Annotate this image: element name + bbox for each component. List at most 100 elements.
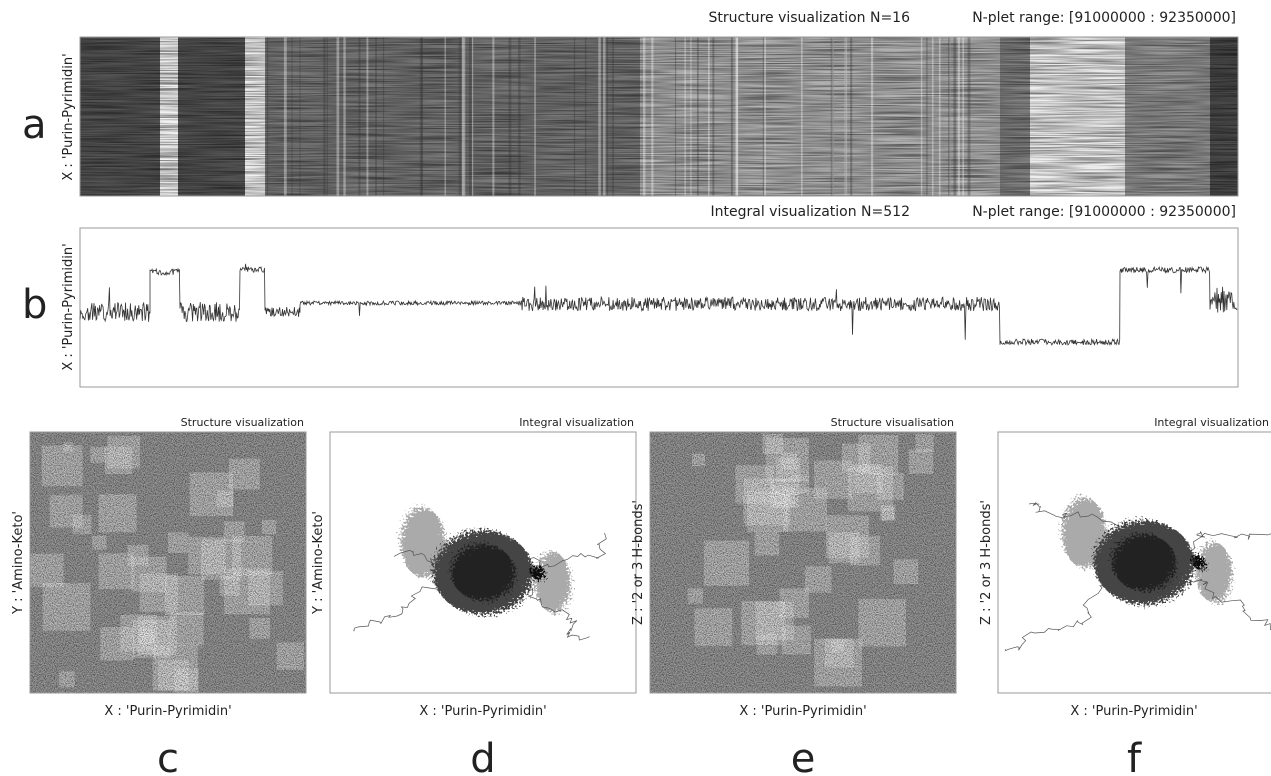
image-streak [870,37,874,196]
panel-frame [29,431,307,694]
image-streak [736,37,739,196]
image-streak [643,37,646,196]
structure-image [80,37,1238,196]
image-streak [492,37,495,196]
image-streak [707,37,710,196]
panel-letter: a [22,102,47,148]
image-streak [674,37,677,196]
panel-title: Structure visualization N=16 [709,10,911,26]
panel-frame [79,227,1239,388]
image-streak [730,37,733,196]
y-axis-label: X : 'Purin-Pyrimidin' [61,53,76,180]
cloud-halo [1196,542,1232,603]
panel-letter: c [157,736,179,776]
image-streak [358,37,361,196]
panel-letter: e [791,736,816,776]
image-streak [712,37,715,196]
image-streak [844,37,848,196]
image-streak [461,37,464,196]
y-axis-label: Z : '2 or 3 H-bonds' [979,500,994,625]
image-streak [606,37,608,196]
image-noise [80,37,1238,196]
image-streak [584,37,587,196]
image-streak [323,37,326,196]
cloud-halo [401,507,445,578]
image-streak [291,37,293,196]
image-streak [684,37,686,196]
bottom-panels: Structure visualization X : 'Purin-Pyrimi… [11,416,1271,776]
panel-title: Structure visualization [181,416,304,429]
image-streak [421,37,423,196]
cloud-halo [535,552,571,613]
image-streak [763,37,766,196]
image-streak [382,37,385,196]
image-streak [462,37,466,196]
image-streak [926,37,928,196]
image-streak [696,37,699,196]
image-streak [962,37,965,196]
image-streak [938,37,941,196]
image-streak [419,37,423,196]
image-streak [830,37,834,196]
image-streak [920,37,923,196]
panel-range: N-plet range: [91000000 : 92350000] [972,10,1236,26]
image-streak [603,37,606,196]
cloud-core [451,544,515,601]
image-streak [850,37,853,196]
panel-letter: b [22,282,47,328]
signal-trace [79,263,1238,347]
y-axis-label: X : 'Purin-Pyrimidin' [61,243,76,370]
image-streak [343,37,346,196]
panel-frame [649,431,957,694]
panel-frame [329,431,637,694]
image-streak [800,37,803,196]
image-streak [471,37,474,196]
panel-title: Integral visualization [1154,416,1269,429]
image-streak [831,37,834,196]
panel-letter: f [1127,736,1142,776]
panel-letter: d [470,736,495,776]
image-noise [650,432,956,693]
image-streak [518,37,521,196]
image-streak [690,37,692,196]
image-streak [534,37,536,196]
panel-frame [997,431,1271,694]
panel-title: Structure visualisation [831,416,954,429]
panel-range: N-plet range: [91000000 : 92350000] [972,204,1236,220]
x-axis-label: X : 'Purin-Pyrimidin' [739,704,866,719]
image-streak [469,37,472,196]
image-streak [326,37,328,196]
image-streak [458,37,462,196]
image-streak [957,37,960,196]
image-streak [299,37,301,196]
panel-frame [79,36,1239,197]
image-streak [949,37,951,196]
y-axis-label: Y : 'Amino-Keto' [11,511,26,615]
panel-title: Integral visualization [519,416,634,429]
image-noise [30,432,306,693]
image-streak [948,37,951,196]
image-streak [598,37,601,196]
image-streak [967,37,971,196]
image-streak [508,37,512,196]
image-streak [762,37,765,196]
y-axis-label: Y : 'Amino-Keto' [311,511,326,615]
cloud-halo [1062,497,1106,568]
image-streak [845,37,847,196]
y-axis-label: Z : '2 or 3 H-bonds' [631,500,646,625]
image-streak [953,37,957,196]
image-streak [336,37,340,196]
x-axis-label: X : 'Purin-Pyrimidin' [419,704,546,719]
image-streak [573,37,576,196]
image-streak [612,37,614,196]
x-axis-label: X : 'Purin-Pyrimidin' [104,704,231,719]
image-streak [651,37,654,196]
image-streak [375,37,377,196]
cloud-dot [531,565,545,580]
image-streak [444,37,446,196]
image-streak [366,37,369,196]
image-streak [266,37,269,196]
panel-title: Integral visualization N=512 [711,204,911,220]
cloud-core [1112,534,1176,591]
